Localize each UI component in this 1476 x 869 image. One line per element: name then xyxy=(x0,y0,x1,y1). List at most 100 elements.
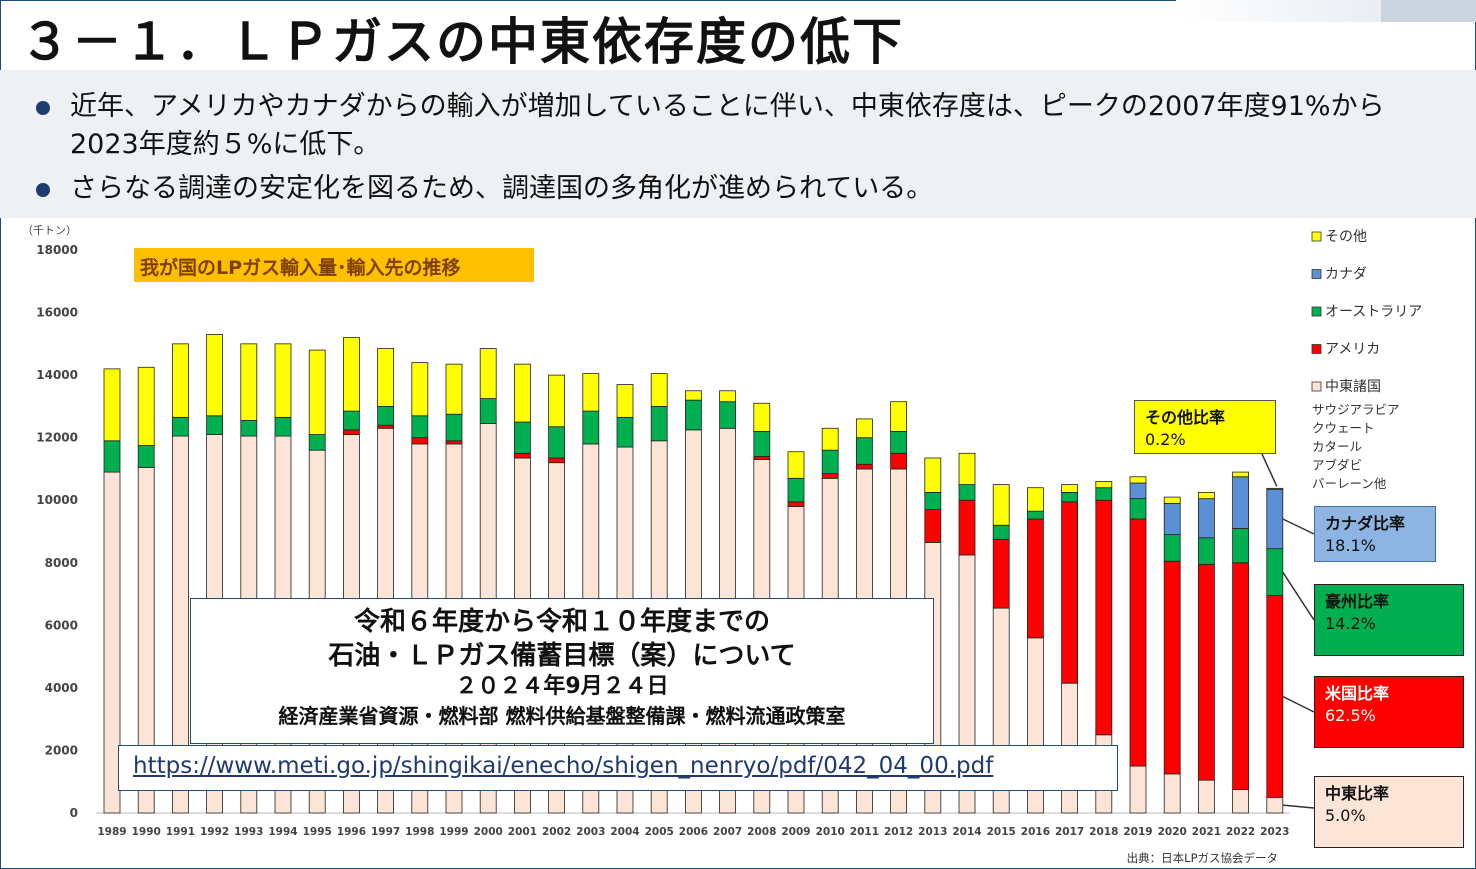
bar-segment xyxy=(377,424,395,429)
bar-segment xyxy=(1163,534,1181,562)
bar-segment xyxy=(171,343,189,418)
legend-swatch xyxy=(1311,306,1322,317)
legend-note: カタール xyxy=(1312,439,1362,454)
bar-segment xyxy=(1198,498,1215,539)
bullet-text: 近年、アメリカやカナダからの輸入が増加していることに伴い、中東依存度は、ピークの… xyxy=(70,91,1385,160)
bar-segment xyxy=(650,373,668,407)
source-line-1: 令和６年度から令和１０年度までの xyxy=(353,607,770,637)
callout-value: 5.0% xyxy=(1325,806,1366,825)
bar-segment xyxy=(1232,789,1249,814)
x-tick-label: 1997 xyxy=(371,826,400,838)
x-tick-label: 2000 xyxy=(474,826,503,838)
x-tick-label: 2003 xyxy=(576,826,605,838)
bar-segment xyxy=(1129,765,1147,814)
y-tick-label: 6000 xyxy=(45,618,78,632)
bar-segment xyxy=(992,484,1010,526)
bar-segment xyxy=(1198,779,1215,814)
x-tick-label: 2009 xyxy=(781,826,810,838)
bar-segment xyxy=(514,452,531,459)
callout-label: 豪州比率 xyxy=(1325,592,1390,611)
bar-segment xyxy=(753,456,771,460)
source-url-link[interactable]: https://www.meti.go.jp/shingikai/enecho/… xyxy=(118,745,1118,791)
x-tick-label: 1998 xyxy=(405,826,434,838)
legend-label: カナダ xyxy=(1325,267,1367,283)
bar-segment xyxy=(1266,796,1284,814)
callout-other-ratio: その他比率 0.2% xyxy=(1134,400,1276,454)
bar-segment xyxy=(548,374,565,428)
bar-segment xyxy=(137,445,155,468)
callout-label: カナダ比率 xyxy=(1325,514,1406,533)
bar-segment xyxy=(103,368,121,442)
x-tick-label: 1992 xyxy=(200,826,229,838)
x-tick-label: 2005 xyxy=(645,826,674,838)
callout-australia-ratio: 豪州比率 14.2% xyxy=(1314,584,1464,656)
bar-segment xyxy=(445,363,463,415)
bar-segment xyxy=(411,362,429,417)
bar-segment xyxy=(479,398,497,424)
bar-segment xyxy=(753,402,771,432)
source-line-2: 石油・ＬＰガス備蓄目標（案）について xyxy=(328,641,796,671)
bar-segment xyxy=(1061,492,1078,503)
y-tick-label: 2000 xyxy=(45,743,78,757)
bar-segment xyxy=(890,431,907,454)
x-tick-label: 2010 xyxy=(816,826,845,838)
bar-segment xyxy=(924,492,942,511)
bar-segment xyxy=(1232,562,1249,790)
bar-segment xyxy=(958,484,976,501)
bar-segment xyxy=(890,452,907,470)
bar-segment xyxy=(206,415,224,435)
x-tick-label: 2018 xyxy=(1089,826,1118,838)
bar-segment xyxy=(787,501,805,507)
bar-segment xyxy=(616,384,634,418)
x-tick-label: 2011 xyxy=(850,826,879,838)
bullet-dot-icon xyxy=(36,183,50,197)
y-tick-label: 16000 xyxy=(36,306,78,320)
bar-segment xyxy=(856,418,873,439)
chart-title: 我が国のLPガス輸入量･輸入先の推移 xyxy=(140,256,461,279)
bar-segment xyxy=(514,363,531,423)
bullet-dot-icon xyxy=(36,101,50,115)
bullet-area: 近年、アメリカやカナダからの輸入が増加していることに伴い、中東依存度は、ピークの… xyxy=(0,70,1476,218)
bar-segment xyxy=(274,343,292,418)
x-tick-label: 2006 xyxy=(679,826,708,838)
bar-segment xyxy=(1027,487,1044,512)
bar-segment xyxy=(445,440,463,445)
bar-segment xyxy=(342,429,360,435)
source-department: 経済産業省資源・燃料部 燃料供給基盤整備課・燃料流通政策室 xyxy=(278,704,846,728)
callout-canada-ratio: カナダ比率 18.1% xyxy=(1314,506,1436,562)
callout-value: 62.5% xyxy=(1325,706,1376,725)
callout-label: 米国比率 xyxy=(1325,684,1390,703)
callout-value: 0.2% xyxy=(1145,430,1186,449)
bar-segment xyxy=(308,349,326,435)
bar-segment xyxy=(1163,773,1181,814)
bar-segment xyxy=(1163,502,1181,536)
x-tick-label: 1991 xyxy=(166,826,195,838)
bar-segment xyxy=(1095,481,1113,489)
x-tick-label: 2012 xyxy=(884,826,913,838)
bar-segment xyxy=(1198,492,1215,500)
y-tick-label: 4000 xyxy=(45,681,78,695)
legend-label: アメリカ xyxy=(1325,342,1380,358)
bar-segment xyxy=(206,334,224,417)
bar-segment xyxy=(924,509,942,543)
bar-segment xyxy=(1061,501,1078,684)
bar-segment xyxy=(685,399,702,431)
bar-segment xyxy=(1232,476,1249,529)
bar-segment xyxy=(787,451,805,479)
bar-segment xyxy=(411,415,429,439)
x-tick-label: 1990 xyxy=(132,826,161,838)
x-tick-label: 2016 xyxy=(1021,826,1050,838)
bar-segment xyxy=(377,405,395,426)
bar-segment xyxy=(719,401,736,429)
bar-segment xyxy=(992,538,1010,609)
x-tick-label: 1993 xyxy=(234,826,263,838)
legend-note: サウジアラビア xyxy=(1312,402,1400,417)
legend-label: オーストラリア xyxy=(1325,304,1422,320)
bar-segment xyxy=(616,416,634,448)
y-tick-label: 14000 xyxy=(36,368,78,382)
bar-segment xyxy=(342,410,360,431)
bar-segment xyxy=(856,437,873,465)
legend-swatch xyxy=(1311,269,1322,279)
bar-segment xyxy=(958,452,976,485)
bar-segment xyxy=(1061,484,1078,493)
